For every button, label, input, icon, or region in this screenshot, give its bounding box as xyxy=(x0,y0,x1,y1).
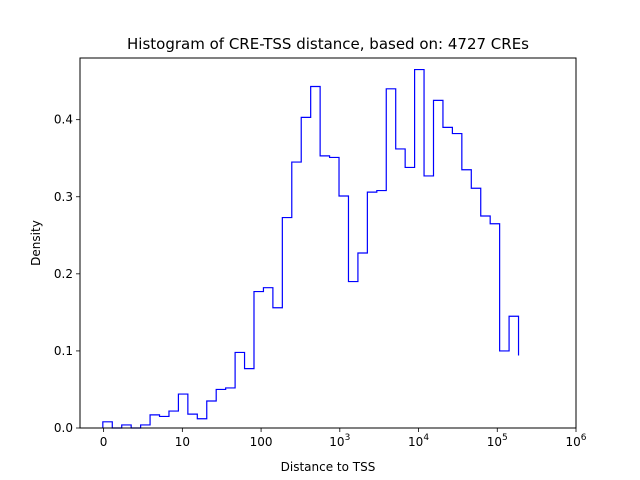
y-tick-label: 0.2 xyxy=(54,267,73,281)
y-axis: 0.0 0.1 0.2 0.3 0.4 xyxy=(54,113,80,435)
plot-area xyxy=(79,57,577,429)
y-tick-label: 0.3 xyxy=(54,190,73,204)
x-tick-label: 106 xyxy=(565,433,586,449)
x-tick-label: 100 xyxy=(250,435,273,449)
x-axis: 0 10 100 103 104 105 106 xyxy=(100,428,587,449)
x-tick-label: 0 xyxy=(100,435,108,449)
x-axis-label: Distance to TSS xyxy=(281,460,376,474)
x-tick-label: 105 xyxy=(487,433,508,449)
plot-background xyxy=(80,58,576,428)
y-axis-label: Density xyxy=(29,220,43,266)
y-tick-label: 0.4 xyxy=(54,113,73,127)
x-tick-label: 104 xyxy=(408,433,429,449)
chart-title: Histogram of CRE-TSS distance, based on:… xyxy=(127,35,529,53)
x-tick-label: 103 xyxy=(329,433,350,449)
y-tick-label: 0.0 xyxy=(54,421,73,435)
x-tick-label: 10 xyxy=(175,435,190,449)
y-tick-label: 0.1 xyxy=(54,344,73,358)
plot-frame xyxy=(79,57,577,429)
histogram-step-line xyxy=(102,68,520,429)
